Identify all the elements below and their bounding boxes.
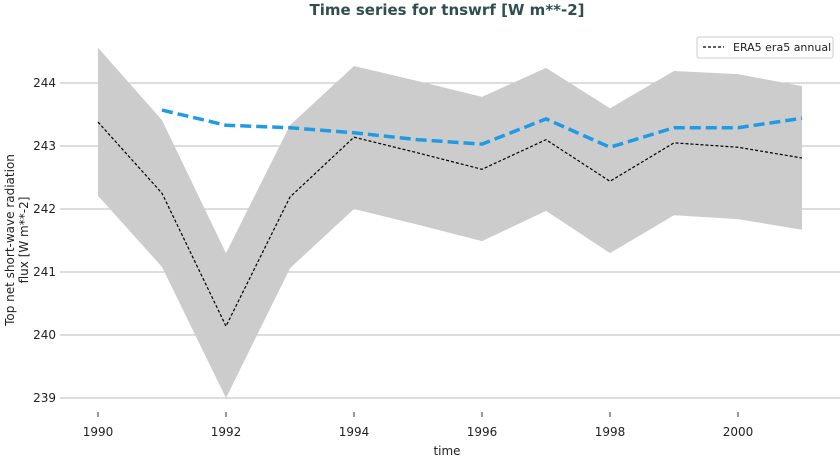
x-tick-label: 1992 — [211, 425, 242, 439]
x-tick-label: 1996 — [467, 425, 498, 439]
series-line-blue — [161, 108, 803, 150]
chart-title: Time series for tnswrf [W m**-2] — [309, 1, 584, 19]
x-tick-label: 1990 — [83, 425, 114, 439]
legend-label: ERA5 era5 annual — [733, 41, 831, 54]
x-tick-label: 1998 — [595, 425, 626, 439]
y-tick-label: 240 — [33, 328, 56, 342]
y-tick-label: 243 — [33, 139, 56, 153]
y-axis-label-line2: flux [W m**-2] — [17, 197, 31, 284]
spread-band — [98, 47, 802, 398]
y-tick-label: 239 — [33, 391, 56, 405]
x-tick-label: 2000 — [723, 425, 754, 439]
y-tick-label: 244 — [33, 76, 56, 90]
y-axis-label-line1: Top net short-wave radiation — [3, 154, 17, 327]
x-tick-label: 1994 — [339, 425, 370, 439]
y-tick-label: 242 — [33, 202, 56, 216]
y-tick-label: 241 — [33, 265, 56, 279]
x-axis-label: time — [433, 444, 460, 457]
legend: ERA5 era5 annual — [696, 36, 834, 59]
